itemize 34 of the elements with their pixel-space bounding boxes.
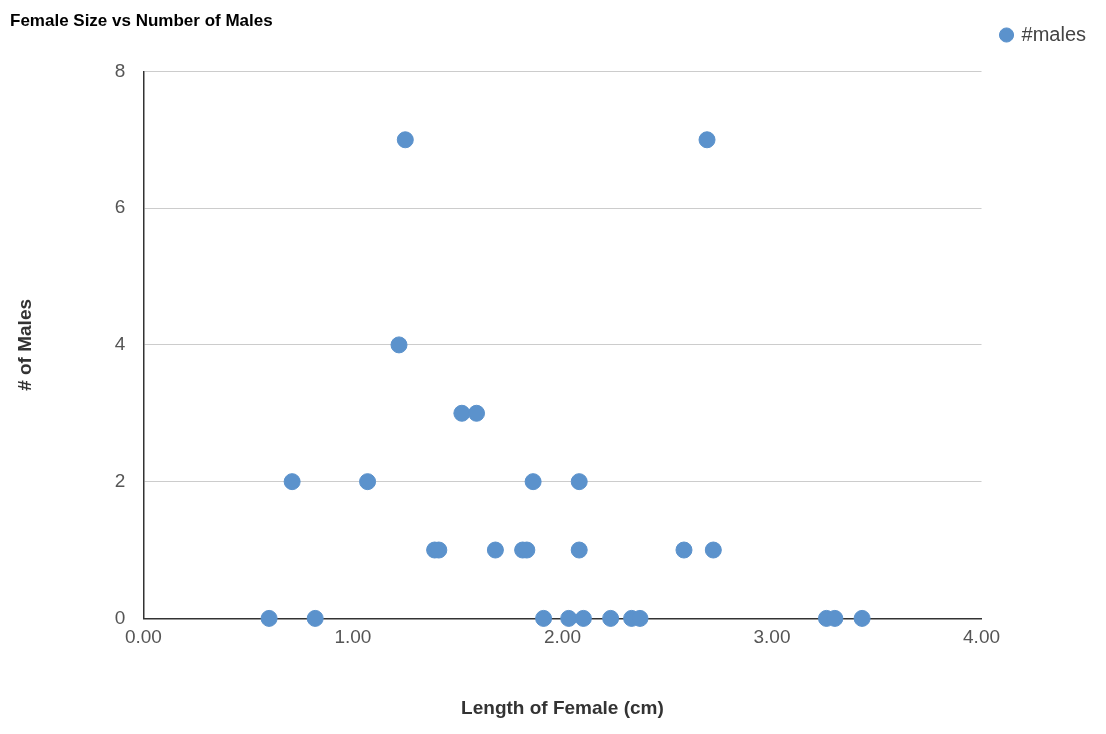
- point: [260, 609, 278, 627]
- x-tick-label: 4.00: [963, 626, 1001, 648]
- point: [560, 609, 578, 627]
- point: [602, 609, 620, 627]
- point: [698, 131, 716, 149]
- x-tick-label: 2.00: [543, 626, 581, 648]
- y-tick-label: 2: [114, 469, 126, 491]
- y-tick-label: 4: [114, 333, 126, 355]
- x-tick-label: 1.00: [334, 626, 372, 648]
- point: [570, 473, 588, 491]
- legend-label: #males: [1021, 22, 1087, 45]
- point: [486, 541, 504, 559]
- point: [390, 336, 408, 354]
- point: [453, 404, 471, 422]
- y-tick-label: 0: [114, 606, 126, 628]
- point: [524, 473, 542, 491]
- x-tick-label: 0.00: [124, 626, 162, 648]
- y-tick-label: 6: [114, 196, 126, 218]
- chart-title: Female Size vs Number of Males: [10, 10, 273, 30]
- point: [468, 404, 486, 422]
- point: [704, 541, 722, 559]
- x-tick-label: 3.00: [753, 626, 791, 648]
- point: [570, 541, 588, 559]
- point: [283, 473, 301, 491]
- point: [853, 609, 871, 627]
- y-axis-title: # of Males: [13, 298, 35, 391]
- point: [306, 609, 324, 627]
- point: [574, 609, 592, 627]
- point: [535, 609, 553, 627]
- point: [396, 131, 414, 149]
- point: [359, 473, 377, 491]
- point: [675, 541, 693, 559]
- y-tick-label: 8: [114, 59, 126, 81]
- x-axis-title: Length of Female (cm): [461, 696, 664, 718]
